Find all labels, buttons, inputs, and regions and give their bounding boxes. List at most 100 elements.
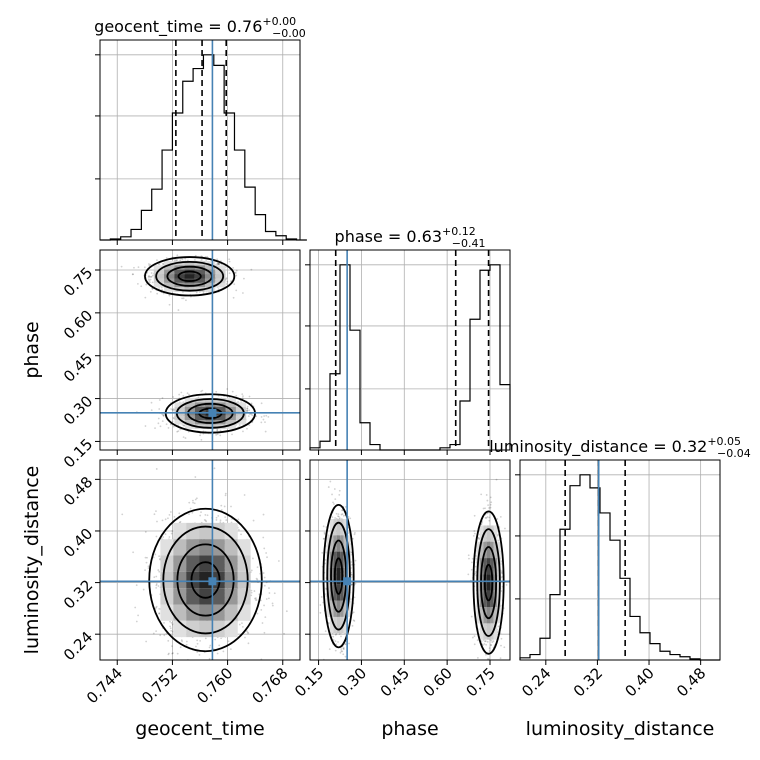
sample-point xyxy=(132,273,134,276)
density-cell xyxy=(160,571,174,589)
sample-point xyxy=(196,639,199,642)
density-cell xyxy=(225,402,236,407)
sample-point xyxy=(484,653,487,656)
sample-point xyxy=(203,518,206,521)
sample-point xyxy=(263,584,266,587)
sample-point xyxy=(254,597,256,600)
sample-point xyxy=(256,578,259,581)
density-cell xyxy=(186,571,200,589)
sample-point xyxy=(200,255,203,258)
sample-point xyxy=(250,594,253,597)
sample-point xyxy=(156,520,158,523)
density-cell xyxy=(153,278,165,283)
sample-point xyxy=(163,621,165,624)
sample-point xyxy=(158,570,161,573)
sample-point xyxy=(476,657,479,659)
sample-point xyxy=(170,408,172,410)
density-cell xyxy=(326,567,330,585)
sample-point xyxy=(252,557,254,560)
sample-point xyxy=(228,260,231,263)
sample-point xyxy=(148,279,151,282)
sample-point xyxy=(181,640,183,643)
density-cell xyxy=(184,287,195,292)
sample-point xyxy=(324,558,327,561)
title-phase: phase = 0.63+0.12 −0.41 xyxy=(335,225,486,250)
density-cell xyxy=(153,282,165,288)
sample-point xyxy=(217,288,220,291)
sample-point xyxy=(497,539,500,542)
sample-point xyxy=(151,281,154,284)
sample-point xyxy=(285,610,288,613)
sample-point xyxy=(197,396,200,399)
sample-point xyxy=(207,675,209,677)
sample-point xyxy=(170,622,173,624)
sample-point xyxy=(155,584,158,587)
density-cell xyxy=(343,600,348,617)
sample-point xyxy=(157,417,160,420)
sample-point xyxy=(220,504,223,507)
contour-0-3 xyxy=(177,270,202,282)
sample-point xyxy=(150,409,153,412)
truth-marker xyxy=(208,408,217,417)
sample-point xyxy=(246,407,249,410)
density-cell xyxy=(199,555,212,572)
sample-point xyxy=(144,556,147,559)
density-cell xyxy=(184,424,195,429)
density-cell xyxy=(235,420,247,425)
sample-point xyxy=(208,646,211,649)
contour-0-3 xyxy=(190,561,221,599)
sample-point xyxy=(144,531,147,533)
title-value: phase = 0.63 xyxy=(335,227,442,246)
sample-point xyxy=(225,283,228,285)
sample-point xyxy=(209,644,212,647)
sample-point xyxy=(167,517,169,520)
density-cell xyxy=(215,274,226,279)
sample-point xyxy=(337,641,339,643)
density-cell xyxy=(199,539,212,556)
density-cell xyxy=(205,424,216,429)
sample-point xyxy=(486,657,489,660)
sample-point xyxy=(350,551,353,554)
sample-point xyxy=(173,425,175,428)
contour-0-1 xyxy=(326,521,351,631)
title-upper-error: +0.05 xyxy=(707,435,741,448)
sample-point xyxy=(161,397,164,399)
sample-point xyxy=(148,275,151,278)
sample-point xyxy=(144,296,147,299)
sample-point xyxy=(340,648,343,650)
sample-point xyxy=(344,506,347,508)
sample-point xyxy=(155,535,158,538)
sample-point xyxy=(235,394,238,397)
sample-point xyxy=(332,501,334,504)
panel-content xyxy=(100,250,300,450)
sample-point xyxy=(147,276,150,278)
title-value: luminosity_distance = 0.32 xyxy=(489,437,707,457)
density-cell xyxy=(211,555,225,572)
sample-point xyxy=(137,266,140,269)
sample-point xyxy=(156,259,158,262)
sample-point xyxy=(341,509,344,512)
scatter-panel-geocent_time-vs-luminosity_distance xyxy=(95,459,301,677)
sample-point xyxy=(198,654,201,656)
sample-point xyxy=(265,552,268,554)
sample-point xyxy=(247,632,250,635)
sample-point xyxy=(185,299,187,302)
sample-point xyxy=(204,637,207,640)
sample-point xyxy=(162,414,165,417)
sample-point xyxy=(235,269,238,272)
sample-point xyxy=(350,553,353,556)
sample-point xyxy=(215,390,218,393)
sample-point xyxy=(157,263,160,265)
sample-point xyxy=(347,515,350,518)
sample-point xyxy=(137,614,140,617)
density-cell xyxy=(199,588,212,605)
panel-frame xyxy=(309,249,511,451)
sample-point xyxy=(256,612,259,615)
density-cell xyxy=(215,406,226,412)
sample-point xyxy=(224,492,227,495)
sample-point xyxy=(246,427,248,430)
sample-point xyxy=(216,652,219,655)
density-cell xyxy=(153,274,165,279)
sample-point xyxy=(353,620,356,622)
